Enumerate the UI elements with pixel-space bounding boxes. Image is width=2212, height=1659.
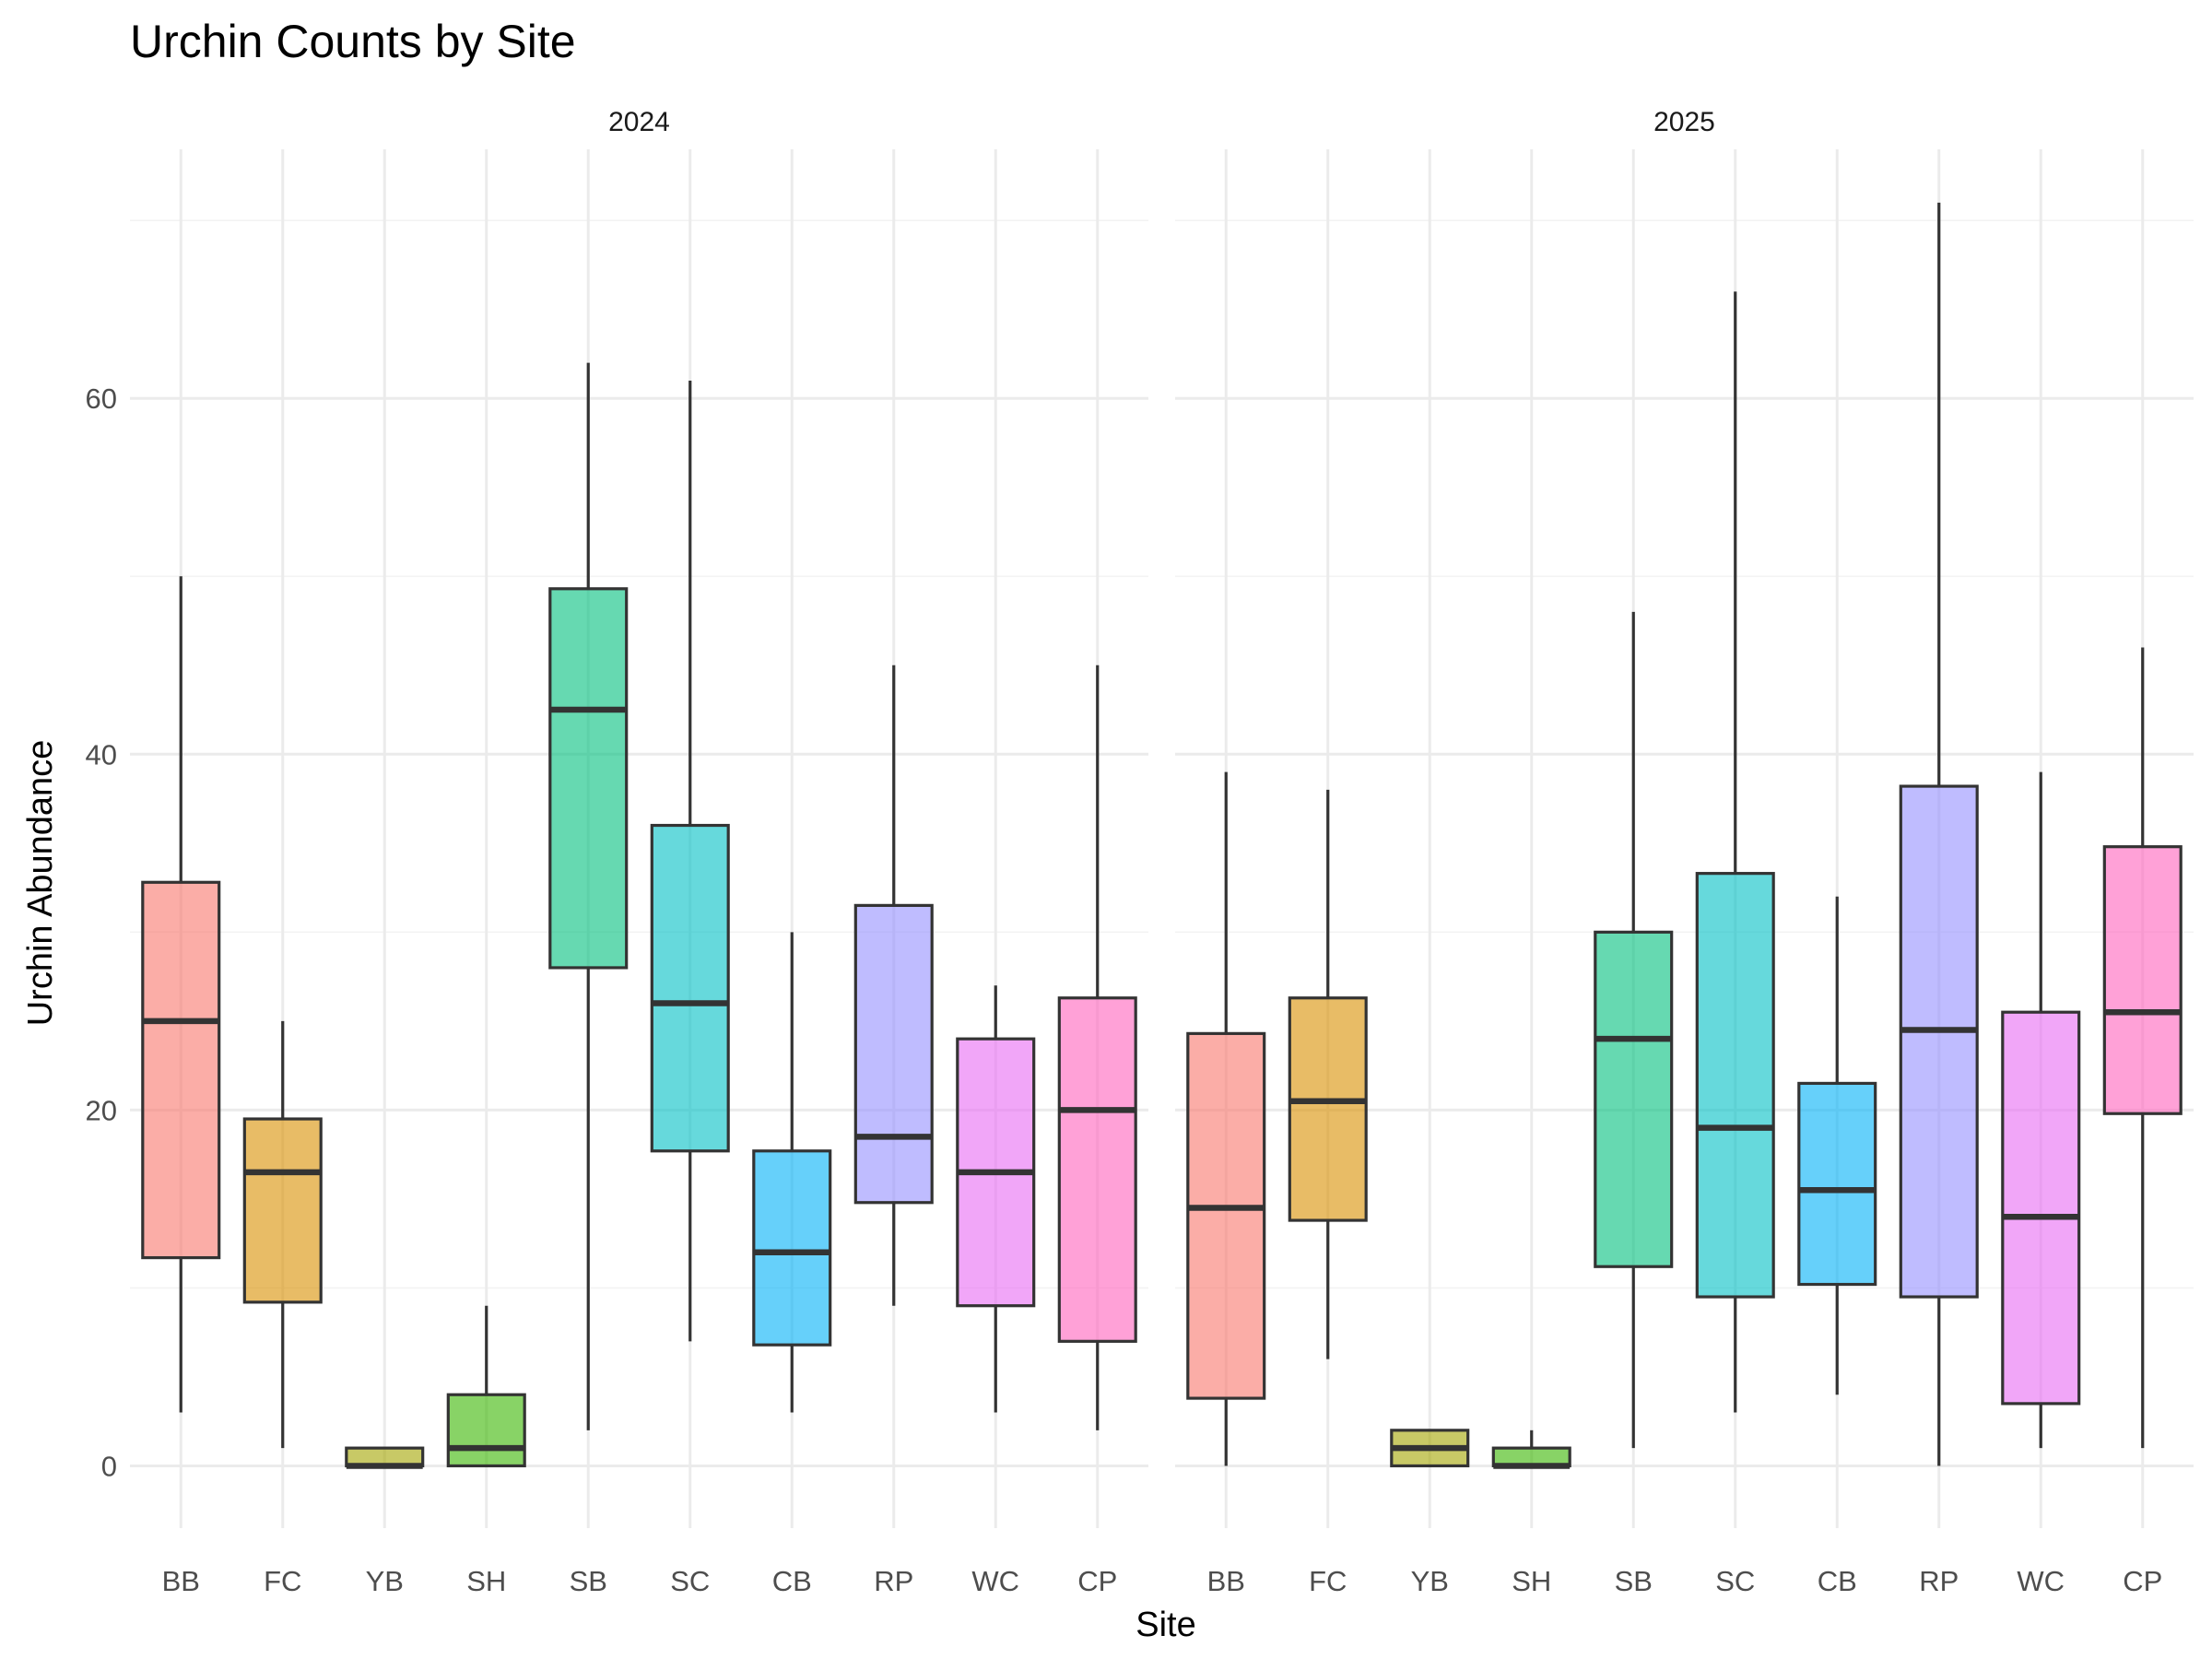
box-iqr: [548, 587, 629, 970]
facet-strip-label: 2024: [608, 107, 670, 137]
box-2024-RP: [853, 665, 934, 1306]
x-tick-label: SC: [1715, 1565, 1755, 1597]
box-iqr: [853, 903, 934, 1205]
x-tick-label: BB: [1207, 1565, 1245, 1597]
x-tick-label: FC: [264, 1565, 301, 1597]
box-iqr: [141, 880, 221, 1260]
x-tick-label: CB: [772, 1565, 812, 1597]
y-axis-title: Urchin Abundance: [21, 740, 60, 1027]
x-tick-label: RP: [1919, 1565, 1959, 1597]
box-iqr: [1695, 872, 1775, 1299]
box-iqr: [1797, 1081, 1877, 1287]
y-tick-labels: 0 20 40 60: [86, 382, 117, 1482]
box-2025-YB: [1390, 1429, 1470, 1468]
x-tick-label: SC: [670, 1565, 710, 1597]
x-tick-label: SB: [1615, 1565, 1653, 1597]
x-tick-label: SB: [570, 1565, 607, 1597]
box-iqr: [2102, 845, 2183, 1115]
x-tick-label: CB: [1818, 1565, 1857, 1597]
x-axis-title: Site: [1135, 1606, 1195, 1644]
box-iqr: [752, 1149, 832, 1347]
y-tick-label: 20: [86, 1094, 117, 1126]
facet-panel-2024: 2024 BB FC YB SH SB SC CB RP WC CP: [130, 107, 1148, 1597]
box-iqr: [650, 823, 730, 1153]
facet-panel-2025: 2025 BB FC YB SH SB SC CB RP WC CP: [1175, 107, 2194, 1597]
x-tick-label: SH: [466, 1565, 506, 1597]
box-2025-RP: [1899, 202, 1979, 1466]
y-tick-label: 60: [86, 382, 117, 415]
y-tick-label: 0: [101, 1450, 117, 1482]
x-tick-label: FC: [1309, 1565, 1347, 1597]
x-tick-label: BB: [162, 1565, 200, 1597]
x-tick-label: YB: [1411, 1565, 1449, 1597]
y-tick-label: 40: [86, 738, 117, 771]
box-2024-BB: [141, 576, 221, 1413]
facet-panels: 2024 BB FC YB SH SB SC CB RP WC CP 2025 BB FC YB SH SB SC…: [130, 107, 2194, 1597]
box-2025-WC: [2001, 771, 2081, 1449]
box-2024-SH: [446, 1305, 526, 1468]
box-2024-WC: [956, 985, 1036, 1413]
box-iqr: [1057, 996, 1137, 1343]
x-tick-label: RP: [874, 1565, 913, 1597]
box-2025-SH: [1491, 1430, 1571, 1469]
box-2024-CP: [1057, 665, 1137, 1430]
box-iqr: [446, 1393, 526, 1468]
box-2025-SC: [1695, 291, 1775, 1413]
box-iqr: [1899, 784, 1979, 1299]
box-iqr: [242, 1117, 323, 1304]
box-2025-FC: [1288, 789, 1368, 1359]
box-2024-FC: [242, 1020, 323, 1449]
box-2025-CP: [2102, 647, 2183, 1449]
box-2024-YB: [345, 1446, 425, 1469]
x-tick-label: SH: [1512, 1565, 1551, 1597]
box-2024-SB: [548, 362, 629, 1430]
box-iqr: [1186, 1031, 1266, 1400]
x-tick-label: WC: [2017, 1565, 2065, 1597]
chart-title: Urchin Counts by Site: [130, 16, 576, 67]
facet-strip-label: 2025: [1653, 107, 1715, 137]
box-2025-SB: [1594, 611, 1674, 1449]
box-2024-CB: [752, 932, 832, 1413]
box-iqr: [1288, 996, 1368, 1222]
box-2025-CB: [1797, 896, 1877, 1395]
box-iqr: [1594, 930, 1674, 1268]
box-2024-SC: [650, 380, 730, 1342]
box-iqr: [2001, 1010, 2081, 1406]
x-tick-label: CP: [2123, 1565, 2162, 1597]
x-tick-label: WC: [971, 1565, 1019, 1597]
x-tick-label: CP: [1077, 1565, 1117, 1597]
x-tick-label: YB: [366, 1565, 404, 1597]
box-2025-BB: [1186, 771, 1266, 1466]
